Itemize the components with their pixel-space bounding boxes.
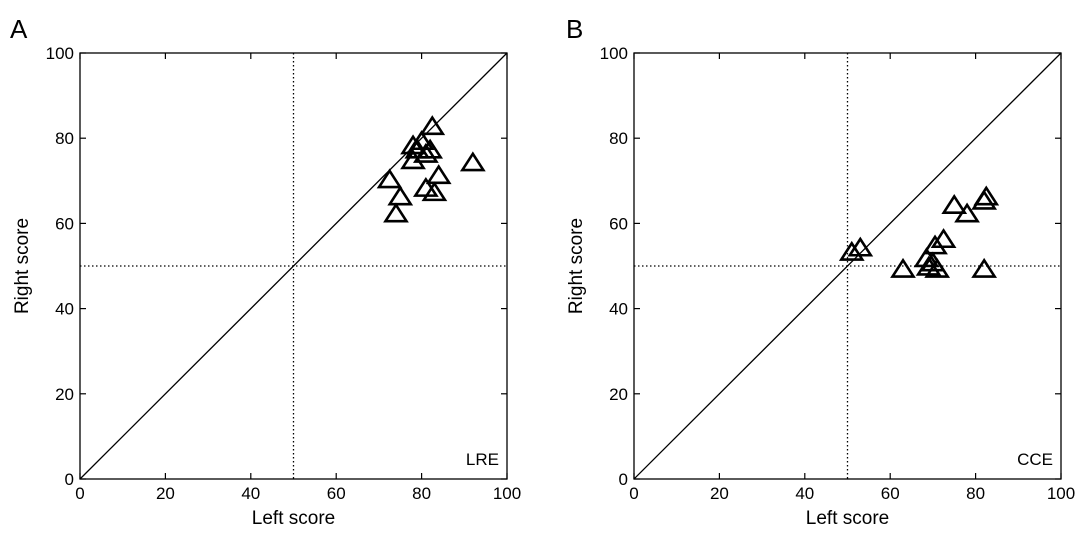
data-point: [412, 142, 439, 163]
chart-panel-a: A 0 20 40 60 80 100 0 20 40 60 80 100 Left score Right…: [10, 14, 521, 529]
data-point: [459, 151, 486, 172]
data-point: [890, 257, 916, 278]
axes-frame: [633, 52, 1062, 480]
x-tick-label: 80: [412, 484, 431, 503]
data-point: [924, 257, 951, 278]
data-point: [376, 168, 403, 189]
y-tick-label: 0: [619, 470, 628, 489]
x-tick-label: 80: [966, 484, 985, 503]
x-tick-label: 20: [156, 484, 175, 503]
data-point: [971, 189, 998, 210]
y-tick-label: 60: [55, 214, 74, 233]
panel-annotation: CCE: [1017, 450, 1053, 469]
y-tick-label: 40: [55, 300, 74, 319]
y-tick-label: 80: [55, 129, 74, 148]
data-point: [421, 181, 448, 202]
y-tick-label: 100: [46, 44, 74, 63]
data-point: [930, 228, 957, 249]
y-tick-label: 60: [609, 214, 628, 233]
x-tick-label: 20: [710, 484, 729, 503]
data-point: [941, 193, 968, 214]
data-point: [387, 185, 414, 206]
x-tick-label: 0: [75, 484, 84, 503]
y-tick-label: 100: [600, 44, 628, 63]
y-tick-label: 80: [609, 129, 628, 148]
y-axis-label: Right score: [566, 218, 587, 314]
x-tick-label: 60: [327, 484, 346, 503]
x-axis-label: Left score: [806, 508, 889, 529]
chart-panel-b: B 0 20 40 60 80 100 0 20 40 60 80 100 Left score Right…: [566, 14, 1075, 529]
x-tick-label: 0: [629, 484, 638, 503]
x-tick-label: 60: [881, 484, 900, 503]
panel-annotation: LRE: [466, 450, 499, 469]
panel-label: B: [566, 14, 583, 44]
y-tick-label: 40: [609, 300, 628, 319]
x-tick-label: 40: [795, 484, 814, 503]
data-point: [838, 240, 865, 261]
y-tick-label: 0: [65, 470, 74, 489]
x-tick-label: 100: [1047, 484, 1075, 503]
identity-line: [633, 52, 1062, 480]
data-point: [971, 257, 998, 278]
data-point: [383, 202, 409, 223]
axes-frame: [79, 52, 508, 480]
y-axis-label: Right score: [12, 218, 33, 314]
data-point: [922, 234, 948, 255]
x-tick-label: 40: [241, 484, 260, 503]
x-tick-label: 100: [493, 484, 521, 503]
data-point: [400, 149, 426, 170]
x-axis-label: Left score: [252, 508, 335, 529]
data-point: [954, 202, 980, 223]
data-point: [425, 164, 452, 185]
y-tick-label: 20: [609, 385, 628, 404]
data-point: [419, 115, 446, 136]
panel-label: A: [10, 14, 28, 44]
y-tick-label: 20: [55, 385, 74, 404]
